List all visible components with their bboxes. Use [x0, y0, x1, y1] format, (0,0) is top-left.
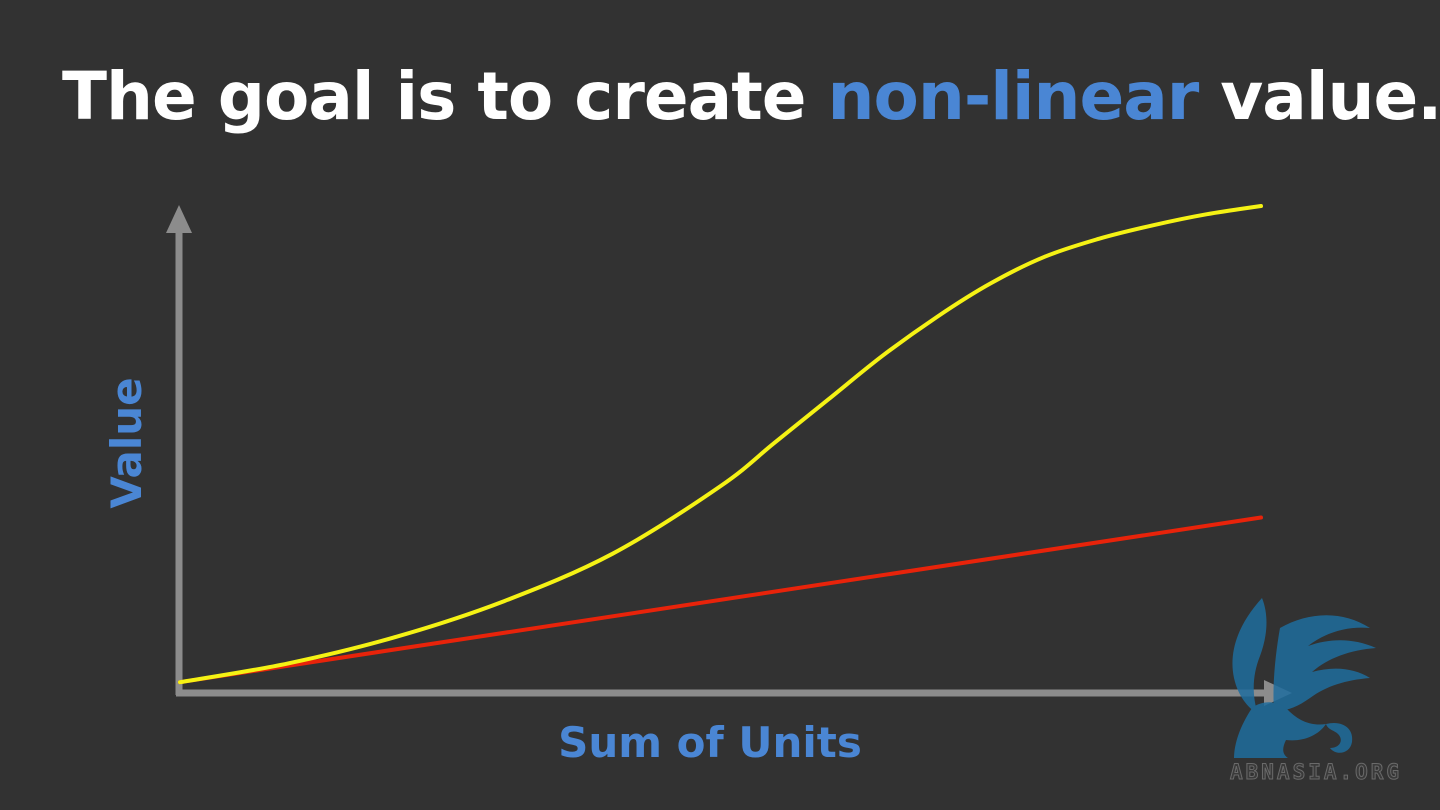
x-axis-label: Sum of Units — [558, 718, 862, 767]
slide-title: The goal is to create non-linear value. — [62, 58, 1440, 135]
chart-axes — [166, 205, 1292, 706]
linear-series-line — [178, 515, 1263, 685]
griffin-logo — [1232, 598, 1376, 758]
title-prefix: The goal is to create — [62, 58, 828, 135]
series-layer — [178, 204, 1263, 685]
nonlinear-series-line — [178, 204, 1263, 685]
title-accent: non-linear — [827, 58, 1200, 135]
watermark-text: ABNASIA.ORG — [1230, 760, 1403, 785]
y-axis-arrowhead — [166, 205, 192, 233]
title-suffix: value. — [1198, 58, 1440, 135]
y-axis-label: Value — [102, 377, 151, 508]
